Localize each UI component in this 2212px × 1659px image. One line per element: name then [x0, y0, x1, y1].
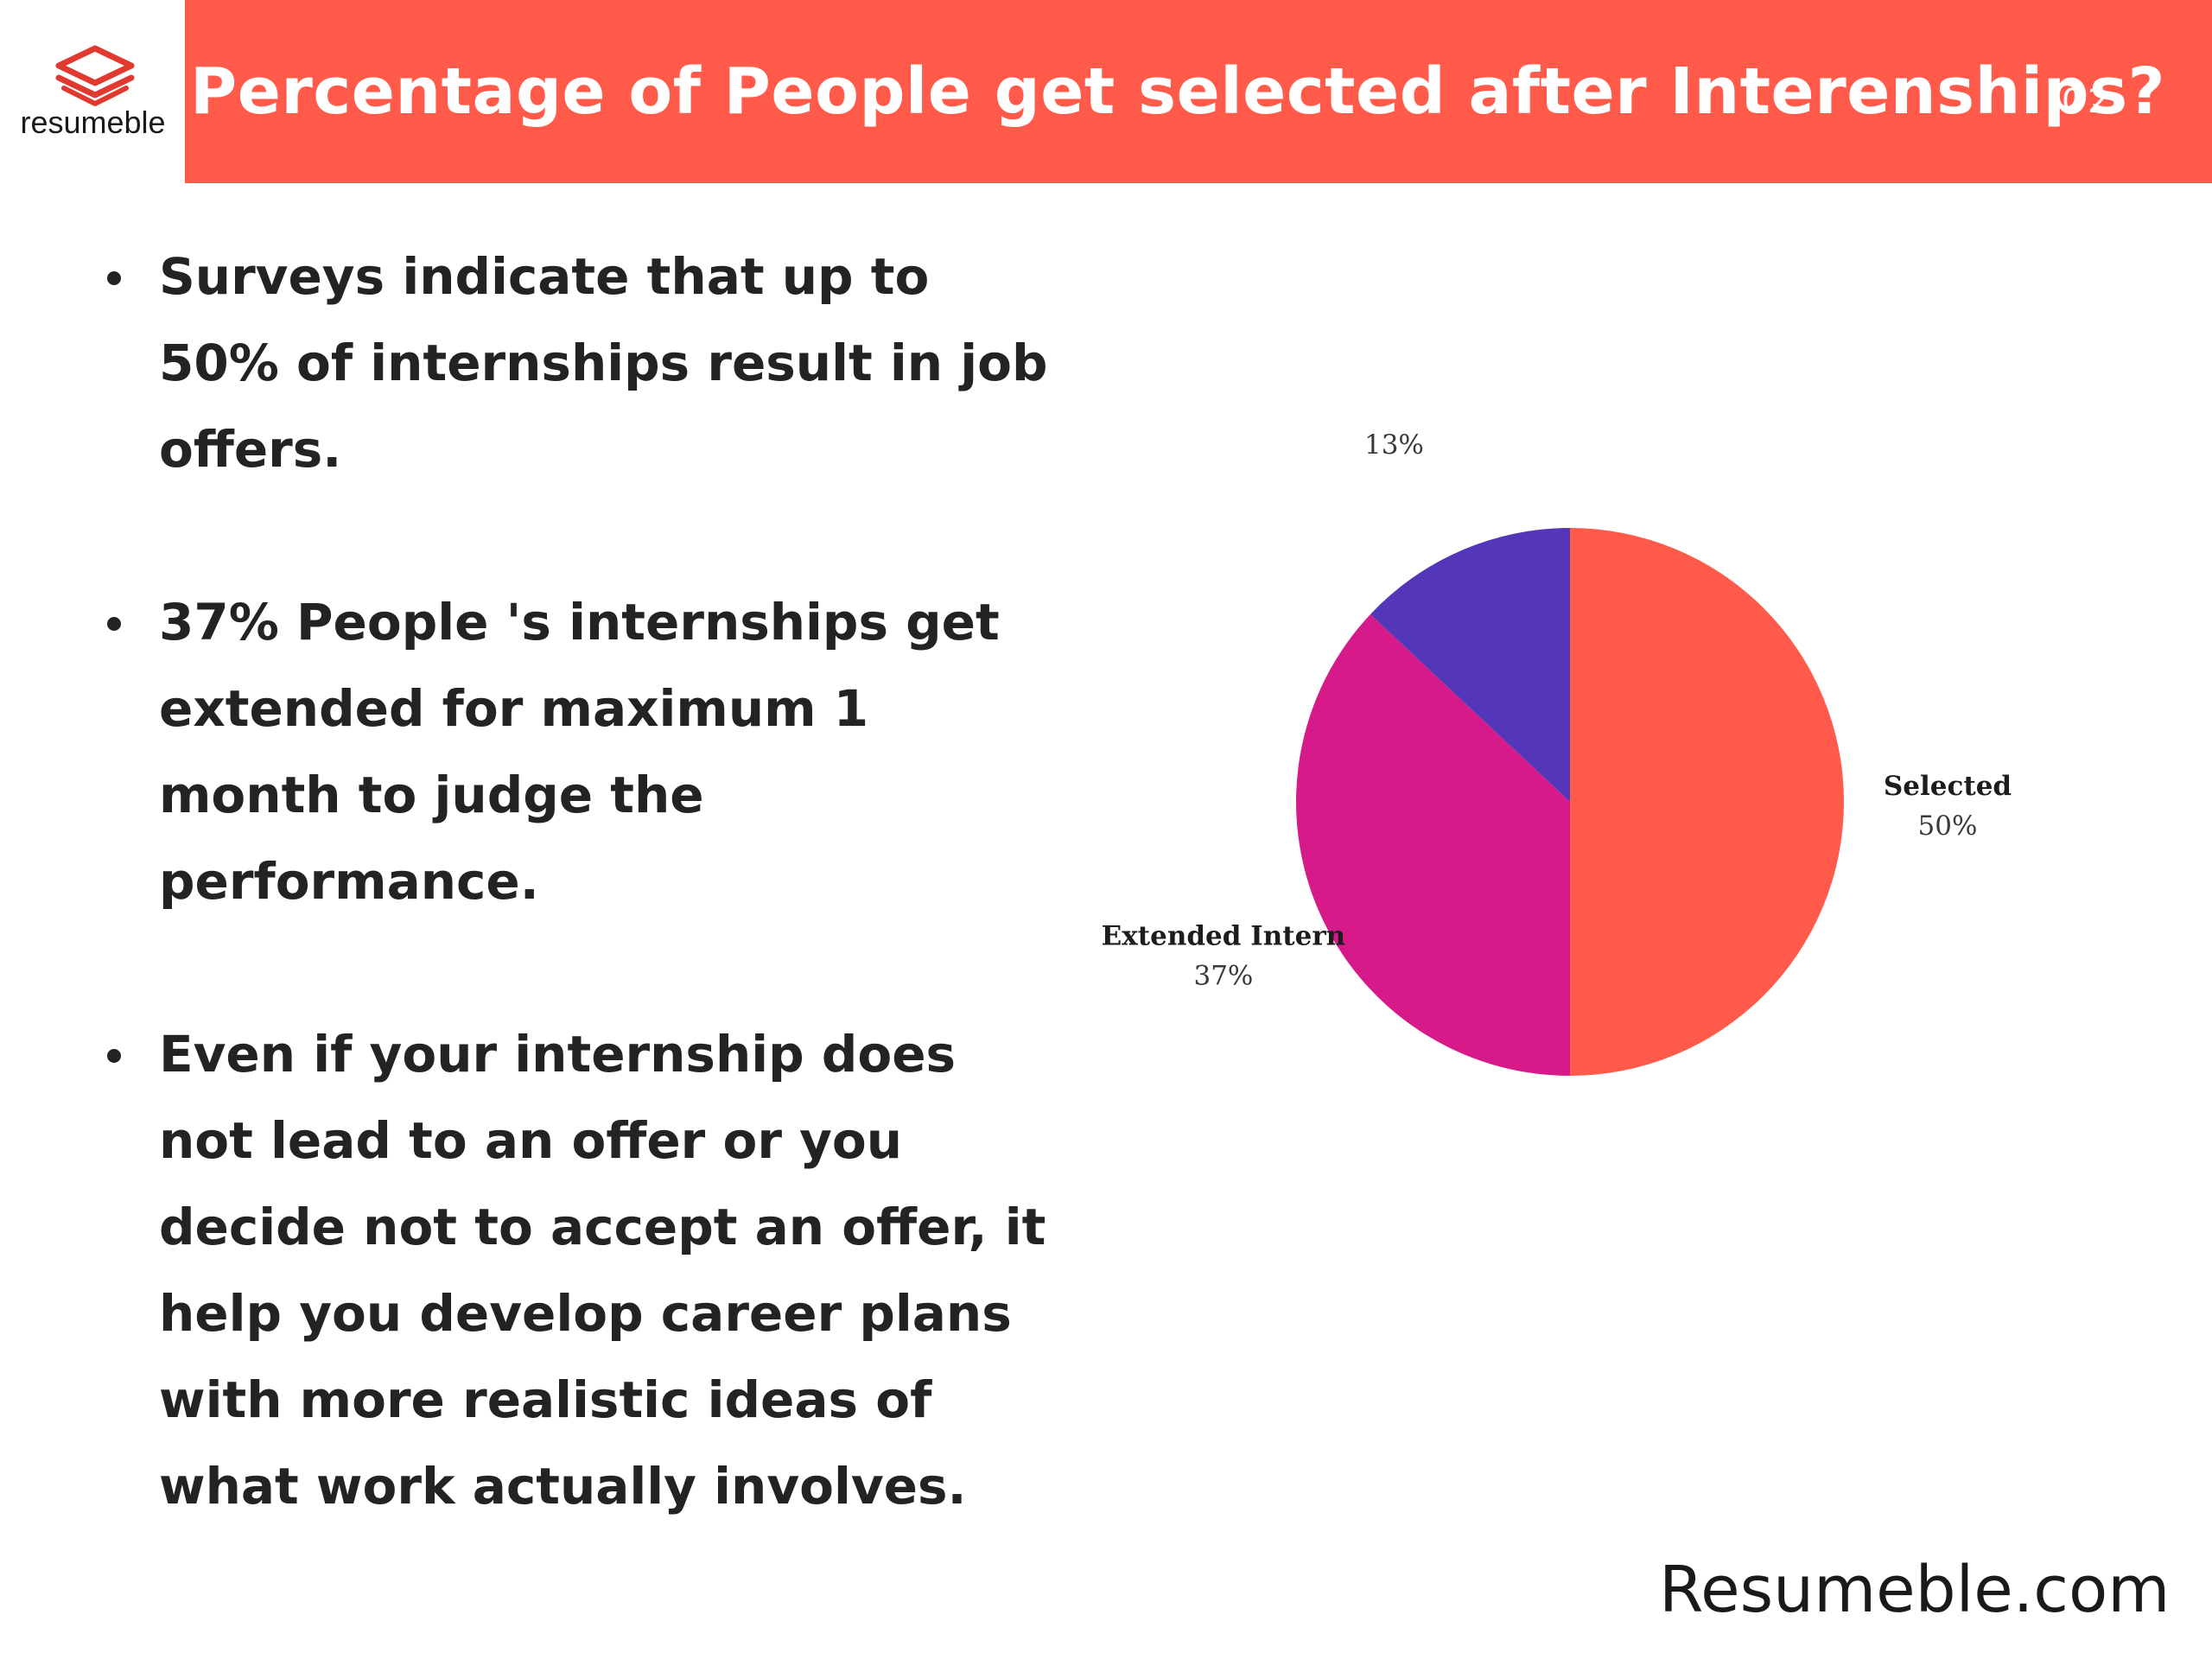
footer-brand: Resumeble.com: [1659, 1553, 2171, 1627]
slice-value: 13%: [1364, 429, 1424, 461]
page-number: 02: [2062, 82, 2114, 120]
logo-text: resumeble: [20, 105, 166, 140]
stacked-layers-icon: [55, 45, 135, 106]
pie-slice-extended-intern: [1296, 613, 1570, 1076]
pie-slice-selected: [1570, 528, 1844, 1076]
bullet-dot: [107, 1049, 121, 1063]
bullet-text: Surveys indicate that up to 50% of inter…: [159, 247, 1048, 479]
slice-label: Not Selected: [1298, 415, 1490, 421]
header-bar: [185, 0, 2212, 183]
bullet-item: 37% People 's internships get extended f…: [95, 579, 1063, 925]
brand-logo: resumeble: [9, 45, 177, 140]
slice-label: Extended Intern: [1102, 921, 1346, 952]
bullet-item: Even if your internship does not lead to…: [95, 1011, 1063, 1529]
slice-value: 37%: [1193, 961, 1253, 992]
slice-label: Selected: [1884, 771, 2012, 802]
bullet-item: Surveys indicate that up to 50% of inter…: [95, 233, 1063, 493]
bullet-dot: [107, 271, 121, 285]
slice-value: 50%: [1918, 810, 1978, 842]
bullet-text: 37% People 's internships get extended f…: [159, 593, 1000, 911]
page-title: Percentage of People get selected after …: [190, 54, 2166, 129]
pie-chart-svg: Selected 50% Extended Intern 37% Not Selecte…: [1102, 415, 2012, 1076]
pie-slice-not-selected: [1370, 528, 1570, 802]
pie-chart: Selected 50% Extended Intern 37% Not Selecte…: [1071, 415, 2074, 1123]
bullet-text: Even if your internship does not lead to…: [159, 1025, 1046, 1516]
bullet-list: Surveys indicate that up to 50% of inter…: [95, 233, 1063, 1616]
bullet-dot: [107, 617, 121, 631]
